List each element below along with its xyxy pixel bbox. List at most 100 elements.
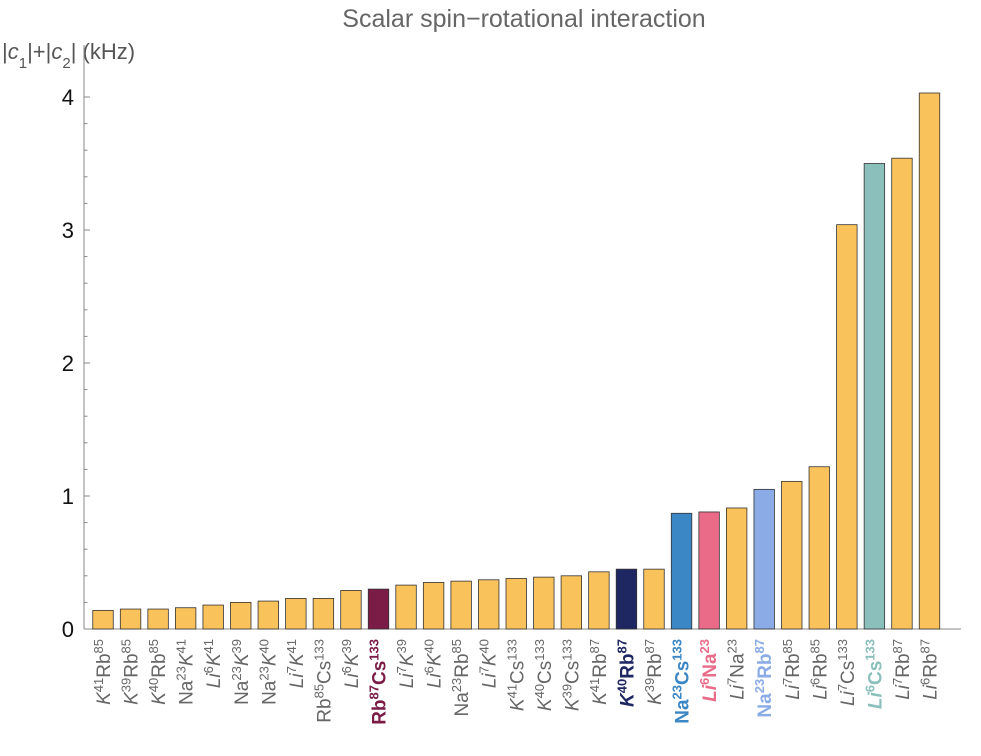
y-tick-label: 1 [62, 484, 74, 509]
x-tick-label: Li7K39 [394, 639, 419, 688]
x-tick-label-group: Rb87Cs133 [366, 639, 391, 725]
x-tick-label: K41Cs133 [504, 639, 529, 711]
bar [92, 609, 114, 630]
bar [230, 602, 252, 630]
x-tick-label: Li7Cs133 [834, 639, 859, 706]
bar [670, 512, 693, 630]
x-tick-label: Na23Rb87 [752, 639, 777, 718]
x-tick-label: K41Rb85 [91, 639, 116, 705]
y-tick-label: 3 [62, 218, 74, 243]
bar [533, 576, 555, 630]
bar [174, 607, 197, 630]
x-tick-label: Li6K41 [201, 639, 226, 688]
bar [202, 604, 224, 630]
x-tick-label: Li7Rb85 [779, 639, 804, 700]
x-tick-label-group: K41Rb87 [586, 639, 611, 705]
x-tick-label: Li7Na23 [724, 639, 749, 700]
bar [450, 580, 472, 630]
bar [836, 224, 858, 630]
x-tick-label: Rb87Cs133 [366, 639, 391, 725]
x-tick-label: Na23K40 [256, 639, 281, 705]
x-tick-label: Li6K39 [338, 639, 363, 688]
x-tick-label-group: Li6Rb85 [807, 639, 832, 700]
x-tick-label: Li6Rb87 [917, 639, 942, 700]
x-tick-label: Li6Rb85 [807, 639, 832, 700]
bar [588, 571, 610, 630]
bar [119, 608, 142, 630]
bar [808, 466, 830, 630]
x-tick-label-group: Li7K39 [394, 639, 419, 688]
x-tick-label-group: K39Cs133 [559, 639, 584, 711]
bar [560, 575, 582, 630]
bar [478, 579, 500, 630]
x-tick-label: Li6K40 [421, 639, 446, 688]
x-tick-label: K39Rb85 [118, 639, 143, 705]
x-tick-label-group: Na23K39 [228, 639, 253, 705]
x-tick-label-group: K40Rb87 [614, 639, 639, 707]
x-tick-label: Na23Rb85 [449, 639, 474, 717]
x-tick-label: K41Rb87 [586, 639, 611, 705]
x-tick-label: K40Cs133 [531, 639, 556, 711]
chart-title: Scalar spin−rotational interaction [342, 5, 705, 33]
x-tick-label: Na23K41 [173, 639, 198, 705]
x-tick-label-group: Li6Na23 [697, 639, 722, 702]
bars [92, 92, 941, 630]
bar [312, 598, 335, 630]
bar [257, 600, 279, 630]
bar [422, 582, 445, 630]
bar [753, 488, 775, 630]
x-tick-label-group: K40Rb85 [146, 639, 171, 705]
x-tick-label-group: Li6K40 [421, 639, 446, 688]
x-tick-label: K39Rb87 [642, 639, 667, 705]
bar [367, 588, 390, 630]
x-tick-label: Li7Rb87 [889, 639, 914, 700]
x-tick-label-group: K41Rb85 [91, 639, 116, 705]
x-tick-label: Li7K41 [283, 639, 308, 688]
x-tick-label-group: K40Cs133 [531, 639, 556, 711]
y-axis-label: |c1|+|c2| (kHz) [2, 39, 135, 72]
bar [863, 163, 886, 630]
x-tick-label-group: Li7K41 [283, 639, 308, 688]
y-tick-label: 0 [62, 617, 74, 642]
bar [395, 584, 417, 630]
x-tick-label-group: Li6K41 [201, 639, 226, 688]
bar [615, 568, 638, 630]
bar [505, 578, 527, 630]
bar [643, 568, 665, 630]
x-tick-label-group: Na23K40 [256, 639, 281, 705]
x-tick-label-group: Na23Rb87 [752, 639, 777, 718]
x-tick-label: Na23Cs133 [669, 639, 694, 724]
x-tick-label-group: Na23Cs133 [669, 639, 694, 724]
x-tick-label-group: Li6Cs133 [862, 639, 887, 709]
x-tick-label-group: Li7Rb87 [889, 639, 914, 700]
x-tick-label-group: Na23Rb85 [449, 639, 474, 717]
y-tick-label: 2 [62, 351, 74, 376]
x-tick-label: Na23K39 [228, 639, 253, 705]
bar [891, 157, 913, 630]
x-tick-label-group: Li6Rb87 [917, 639, 942, 700]
x-tick-label: K39Cs133 [559, 639, 584, 711]
y-ticks: 0 1 2 3 4 [62, 85, 90, 642]
x-tick-label-group: Li7Cs133 [834, 639, 859, 706]
y-tick-label: 4 [62, 85, 74, 110]
x-tick-label: Li7K40 [476, 639, 501, 688]
x-tick-label: Li6Na23 [697, 639, 722, 702]
x-tick-label-group: Li6K39 [338, 639, 363, 688]
x-tick-label-group: Na23K41 [173, 639, 198, 705]
x-tick-label: K40Rb87 [614, 639, 639, 707]
x-tick-label: Rb85Cs133 [311, 639, 336, 723]
x-tick-label-group: K39Rb87 [642, 639, 667, 705]
bar [781, 480, 803, 630]
x-tick-labels: K41Rb85K39Rb85K40Rb85Na23K41Li6K41Na23K3… [91, 639, 942, 725]
x-tick-label-group: Rb85Cs133 [311, 639, 336, 723]
bar [726, 507, 748, 630]
x-tick-label-group: Li7Rb85 [779, 639, 804, 700]
bar [147, 608, 169, 630]
x-tick-label-group: K41Cs133 [504, 639, 529, 711]
x-tick-label-group: Li7K40 [476, 639, 501, 688]
x-tick-label: Li6Cs133 [862, 639, 887, 709]
x-tick-label-group: K39Rb85 [118, 639, 143, 705]
bar [340, 590, 362, 630]
